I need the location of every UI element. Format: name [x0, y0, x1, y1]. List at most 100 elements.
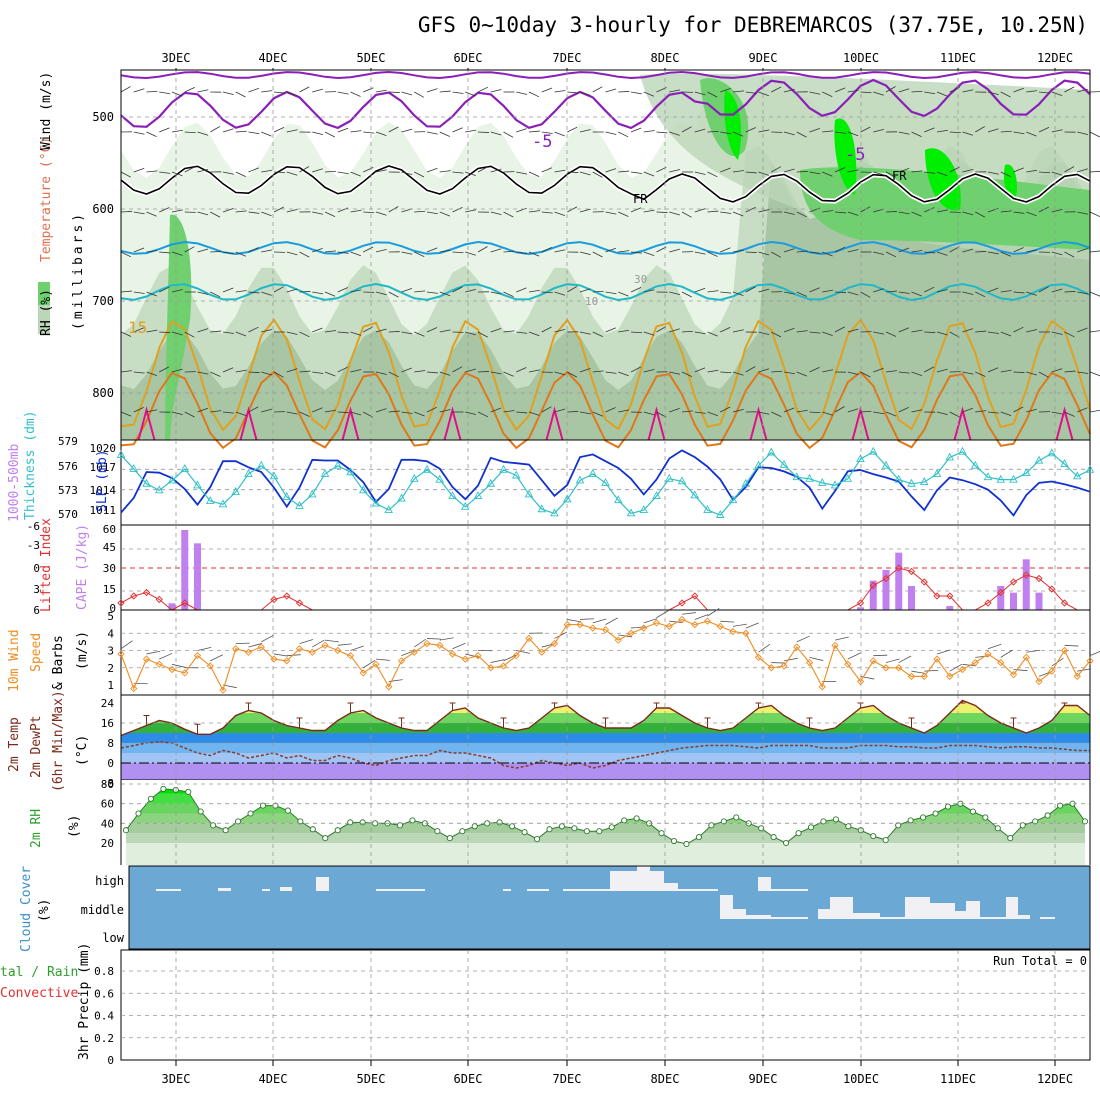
- wind-barb: [758, 368, 770, 373]
- wind-speed-marker: [869, 657, 877, 665]
- wind-barb: [898, 88, 910, 93]
- wind-barb: [528, 130, 540, 133]
- cloud-high-block: [280, 887, 292, 891]
- wind-barb: [579, 331, 591, 335]
- thickness-marker: [550, 508, 559, 517]
- wind-barb: [567, 91, 579, 94]
- wind-barb: [1000, 91, 1011, 98]
- wind-barb: [337, 171, 349, 175]
- wind-barb: [235, 251, 247, 257]
- wind-barb: [375, 371, 387, 375]
- temp-contour-10: [120, 282, 1091, 302]
- wind-barb: [1013, 326, 1024, 333]
- wind-speed-marker: [844, 660, 852, 668]
- precip-tick-label: 0.6: [94, 987, 114, 1000]
- cloud-high-block: [664, 883, 678, 891]
- wind-barb: [312, 88, 323, 93]
- wind-barb: [1077, 168, 1088, 173]
- precip-frame: [120, 949, 1091, 1061]
- wind-barb-10m: [452, 642, 466, 650]
- wind-barb: [426, 211, 438, 215]
- lifted-index-marker: [691, 592, 699, 600]
- rh2m-marker: [895, 822, 902, 829]
- temp-contour-25: [545, 406, 564, 441]
- wind-barb: [197, 168, 209, 173]
- wind-barb: [707, 210, 719, 213]
- rh2m-marker: [1019, 822, 1026, 829]
- wind-barb: [414, 290, 426, 293]
- rh2m-marker: [235, 818, 242, 825]
- wind-barb: [822, 130, 834, 133]
- rh2m-marker: [932, 810, 939, 817]
- wind-barb: [324, 250, 336, 253]
- wind-barb: [503, 250, 515, 253]
- bottom-date-label-8DEC: 8DEC: [651, 1072, 680, 1086]
- wind-barb: [516, 251, 528, 255]
- wind-barb: [936, 209, 948, 213]
- thickness-marker: [1021, 468, 1031, 477]
- temp-contour-25: [137, 406, 156, 441]
- top-date-label-6DEC: 6DEC: [454, 51, 483, 65]
- rh2m-marker: [247, 810, 254, 817]
- rh-legend-swatch: [38, 305, 50, 334]
- wind-barb: [771, 251, 782, 258]
- lifted-index-marker: [907, 567, 916, 576]
- wind-barb: [1026, 408, 1037, 413]
- wind-barb: [299, 86, 310, 93]
- wind-barb: [885, 411, 897, 417]
- wind-barb: [1026, 329, 1038, 333]
- wind-speed-marker: [232, 645, 240, 653]
- cape-bar: [1010, 592, 1017, 610]
- wind-barb: [834, 291, 847, 293]
- wind-barb: [796, 371, 808, 377]
- rh2m-marker: [533, 836, 541, 843]
- wind-barb: [885, 290, 897, 293]
- rh2m-marker: [1057, 802, 1064, 809]
- wind-barb-10m: [847, 652, 861, 660]
- wind-barb: [401, 411, 413, 414]
- wind-speed-marker: [895, 664, 903, 672]
- wind-barb: [873, 288, 884, 293]
- wind-barb-10m: [120, 640, 133, 650]
- wind-barb: [579, 288, 591, 293]
- wind-barb-10m: [796, 635, 810, 643]
- wind-barb: [681, 291, 692, 298]
- wind-barb: [477, 166, 488, 173]
- wind-barb: [669, 169, 681, 173]
- wind-barb: [554, 371, 566, 376]
- wind-speed-marker: [474, 652, 482, 660]
- ylabel-slp: SLP (mb): [95, 449, 110, 512]
- wind-barb: [860, 291, 871, 298]
- wind-barb: [669, 131, 680, 136]
- temp-band: [121, 733, 1090, 743]
- wind-barb: [936, 91, 948, 97]
- wind-barb-10m: [834, 636, 849, 641]
- wind-barb: [643, 368, 655, 373]
- wind-speed-marker: [1086, 657, 1094, 665]
- wind-speed-marker: [1022, 653, 1030, 662]
- wind-barb-10m: [261, 634, 274, 643]
- wind-barb: [694, 411, 706, 414]
- wind-barb: [924, 366, 935, 373]
- wind-barb: [720, 291, 732, 294]
- rh2m-marker: [870, 833, 877, 840]
- wind-speed-marker: [117, 650, 125, 658]
- wind-barb: [987, 331, 999, 334]
- thickness-tick-label: 579: [58, 435, 78, 448]
- wind-barb: [822, 171, 833, 177]
- thickness-marker: [639, 505, 649, 514]
- wind-barb: [873, 251, 885, 255]
- wind-barb: [159, 91, 171, 95]
- ylabel-thickness-a: 1000-500mb: [7, 444, 22, 522]
- wind-tick-label: 5: [107, 610, 114, 623]
- wind-barb: [1051, 251, 1063, 256]
- wind-speed-marker: [754, 653, 763, 662]
- cloud-high-block: [262, 889, 270, 891]
- wind-barb: [1000, 210, 1012, 213]
- lifted-index-marker: [1048, 585, 1056, 593]
- wind-barb: [605, 407, 616, 413]
- wind-barb: [465, 91, 476, 97]
- wind-barb: [439, 371, 451, 376]
